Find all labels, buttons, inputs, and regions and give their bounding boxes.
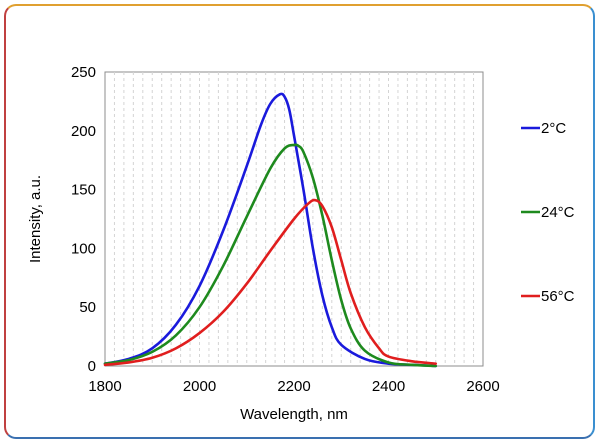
x-axis-title: Wavelength, nm [240,406,348,423]
legend-label: 24°C [541,204,575,221]
series-line-0 [103,92,438,368]
series-layer [103,92,438,368]
legend-label: 56°C [541,288,575,305]
x-tick-label: 2600 [466,378,499,395]
x-tick-label: 2400 [372,378,405,395]
series-line-1 [103,143,438,368]
series-line-2 [103,198,438,367]
y-tick-label: 0 [88,358,96,375]
y-axis-title: Intensity, a.u. [27,175,44,263]
y-tick-label: 200 [71,123,96,140]
y-tick-label: 100 [71,240,96,257]
x-tick-label: 2200 [277,378,310,395]
legend-label: 2°C [541,120,566,137]
legend: 2°C 24°C 56°C [521,120,575,305]
y-tick-label: 250 [71,64,96,81]
x-tick-label: 1800 [88,378,121,395]
tick-labels: 1800 2000 2200 2400 2600 0 50 100 150 200 250 [71,64,500,395]
y-tick-label: 150 [71,182,96,199]
y-tick-label: 50 [79,299,96,316]
x-tick-label: 2000 [183,378,216,395]
grid-lines [113,72,475,366]
